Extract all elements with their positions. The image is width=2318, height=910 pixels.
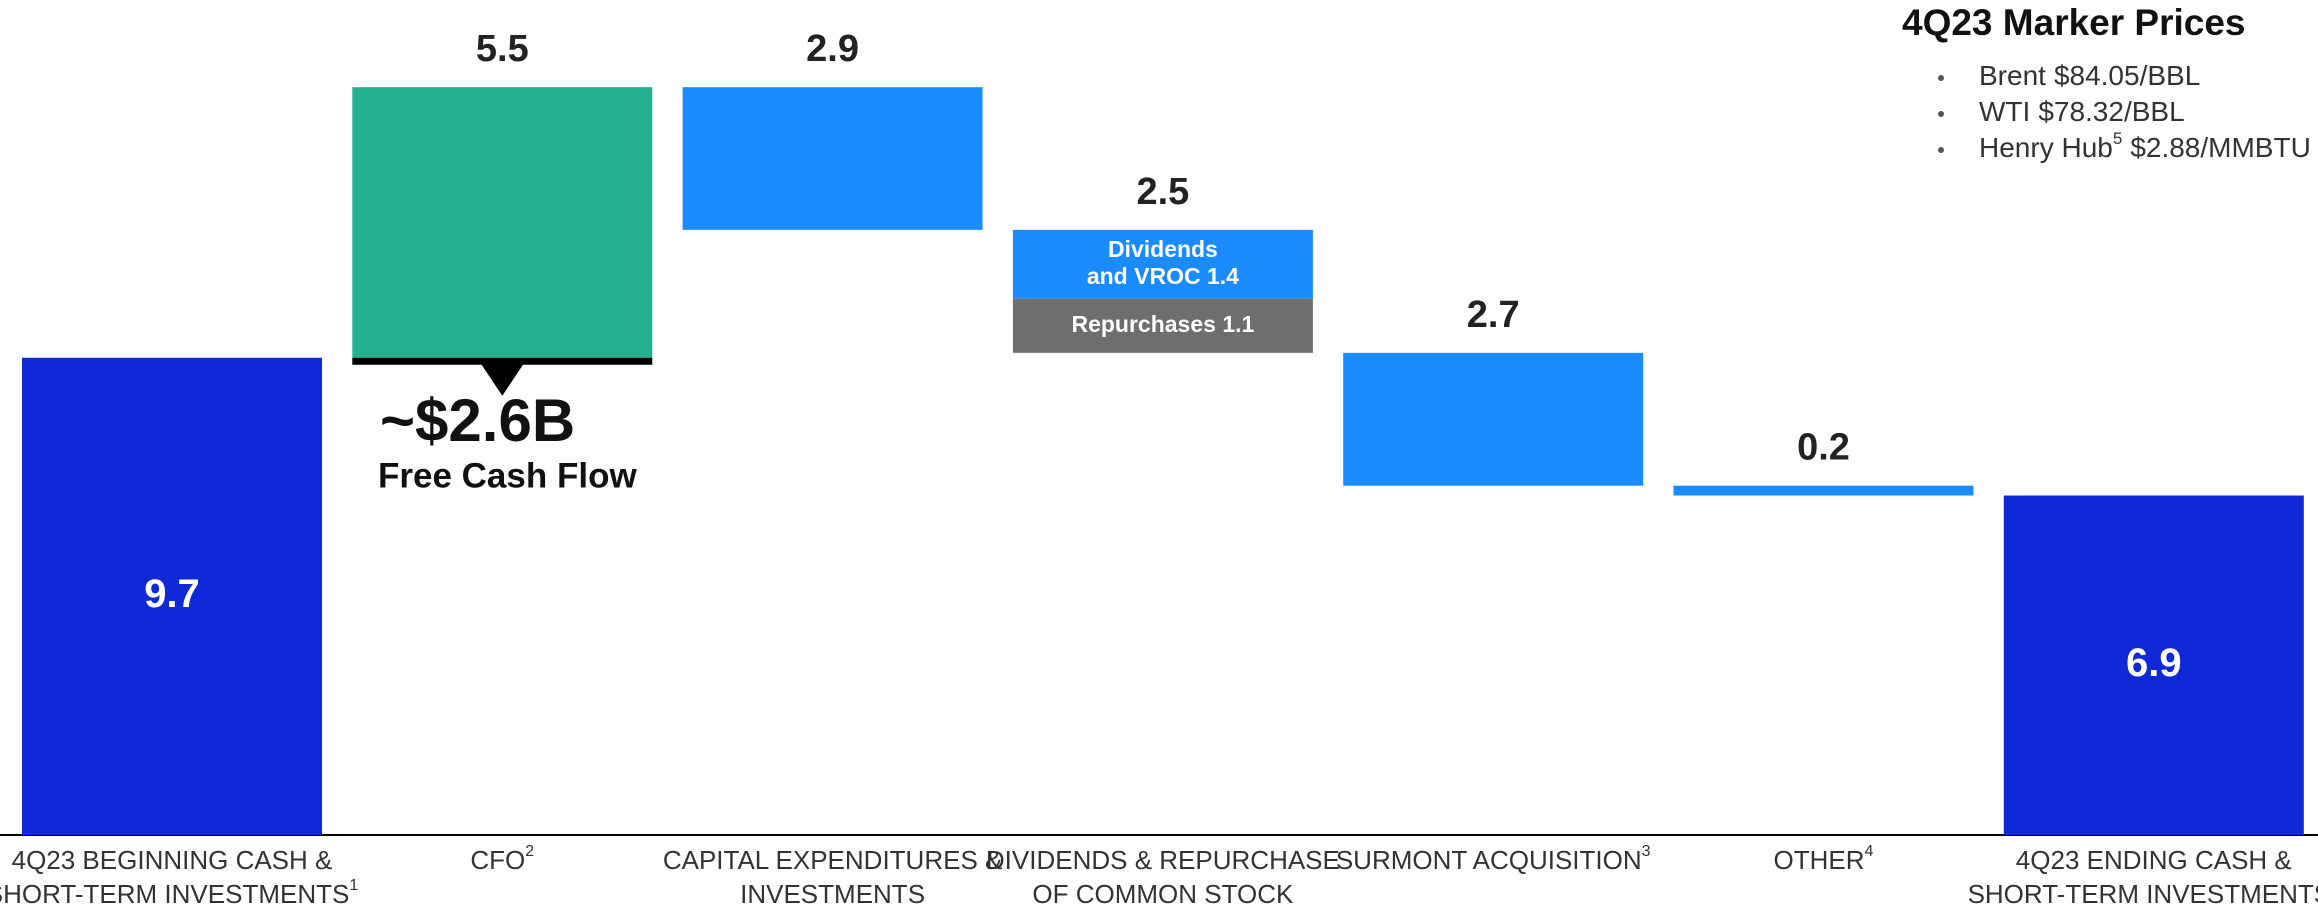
category-label: 4Q23 ENDING CASH & [2016, 845, 2292, 875]
bar [1673, 485, 1974, 496]
segment-value: 1.4 [1207, 263, 1239, 289]
category-line: CAPITAL EXPENDITURES & [663, 845, 1003, 875]
fcf-underline [352, 357, 653, 365]
bar [352, 87, 653, 358]
marker-name: Henry Hub [1979, 132, 2113, 163]
category-label: OTHER4 [1774, 843, 1874, 875]
marker-item: Brent $84.05/BBL [1979, 60, 2200, 91]
segment-label: Repurchases 1.1 [1071, 311, 1254, 337]
value-label: 2.5 [1136, 171, 1189, 213]
value-label: 9.7 [144, 572, 200, 616]
bar [682, 87, 983, 230]
segment-name: and VROC [1087, 263, 1201, 289]
category-label: OF COMMON STOCK [1032, 879, 1294, 909]
segment-value: 1.1 [1222, 311, 1254, 337]
value-label: 2.9 [806, 28, 859, 70]
segment-name: Repurchases [1071, 311, 1215, 337]
value-label: 6.9 [2126, 641, 2182, 685]
category-line: SHORT-TERM INVESTMENTS [0, 879, 349, 909]
category-line: SURMONT ACQUISITION [1336, 845, 1642, 875]
value-label: 2.7 [1467, 294, 1520, 336]
segment-name: Dividends [1108, 236, 1218, 262]
category-label: SURMONT ACQUISITION3 [1336, 843, 1651, 875]
bullet [1938, 75, 1944, 81]
category-label: SHORT-TERM INVESTMENTS1 [1968, 877, 2318, 909]
category-label: 4Q23 BEGINNING CASH & [12, 845, 333, 875]
marker-price: $2.88/MMBTU [2130, 132, 2311, 163]
category-label: CFO2 [470, 843, 534, 875]
marker-price: $78.32/BBL [2038, 96, 2184, 127]
bullet [1938, 147, 1944, 153]
marker-title: 4Q23 Marker Prices [1902, 2, 2246, 43]
marker-price: $84.05/BBL [2054, 60, 2200, 91]
marker-item: Henry Hub5 $2.88/MMBTU [1979, 129, 2311, 163]
marker-item: WTI $78.32/BBL [1979, 96, 2185, 127]
segment-label: and VROC 1.4 [1087, 263, 1239, 289]
fcf-amount: ~$2.6B [380, 387, 575, 454]
bar [1343, 352, 1644, 486]
category-label: CAPITAL EXPENDITURES & [663, 845, 1003, 875]
bar [22, 357, 322, 835]
category-label: DIVIDENDS & REPURCHASE [986, 845, 1340, 875]
marker-name: Brent [1979, 60, 2046, 91]
category-label: SHORT-TERM INVESTMENTS1 [0, 877, 358, 909]
category-line: OF COMMON STOCK [1032, 879, 1294, 909]
category-label: INVESTMENTS [740, 879, 925, 909]
footnote-mark: 2 [525, 843, 534, 860]
category-line: OTHER [1774, 845, 1865, 875]
value-label: 0.2 [1797, 427, 1850, 469]
category-line: INVESTMENTS [740, 879, 925, 909]
fcf-label: Free Cash Flow [378, 456, 637, 495]
footnote-mark: 3 [1642, 843, 1651, 860]
category-line: CFO [470, 845, 525, 875]
fcf-pointer [480, 362, 525, 396]
segment-label: Dividends [1108, 236, 1218, 262]
value-label: 5.5 [476, 28, 529, 70]
bar-segment [1012, 229, 1313, 299]
marker-name: WTI [1979, 96, 2030, 127]
bar [2003, 495, 2304, 835]
category-line: SHORT-TERM INVESTMENTS [1968, 879, 2318, 909]
footnote-mark: 4 [1865, 843, 1874, 860]
category-line: 4Q23 BEGINNING CASH & [12, 845, 333, 875]
footnote-mark: 5 [2113, 129, 2122, 148]
bullet [1938, 111, 1944, 117]
bar-segment [1012, 298, 1313, 353]
category-line: DIVIDENDS & REPURCHASE [986, 845, 1340, 875]
category-line: 4Q23 ENDING CASH & [2016, 845, 2292, 875]
footnote-mark: 1 [349, 877, 358, 894]
